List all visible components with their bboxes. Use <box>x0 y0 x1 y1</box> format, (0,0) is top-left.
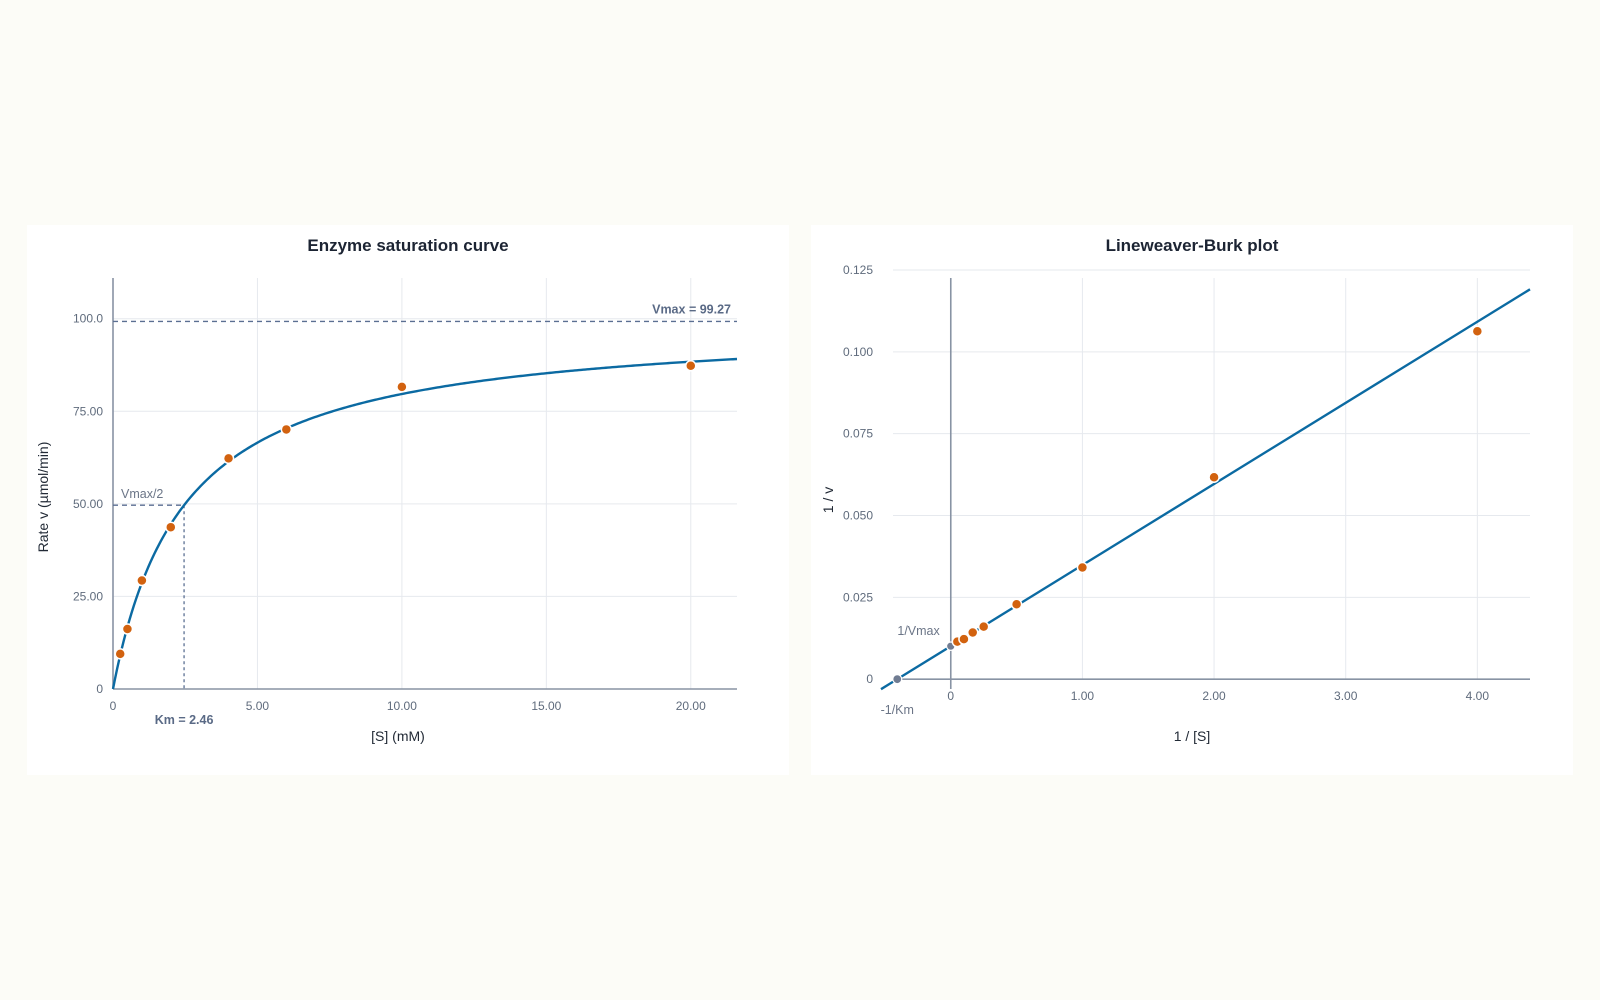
x-axis-title: [S] (mM) <box>371 728 425 744</box>
x-tick-label: 15.00 <box>531 699 561 713</box>
y-tick-label: 0 <box>96 682 103 696</box>
vmax-label: Vmax = 99.27 <box>652 302 731 316</box>
y-tick-label: 0.075 <box>843 427 873 441</box>
data-point <box>1208 471 1220 483</box>
data-point <box>396 381 408 393</box>
data-point <box>121 623 134 635</box>
lineweaver-burk-panel: Lineweaver-Burk plot 1 / [S] 1 / v 0 1.00… <box>811 225 1573 775</box>
lineweaver-burk-chart: Lineweaver-Burk plot 1 / [S] 1 / v 0 1.00… <box>820 236 1531 744</box>
x-tick-label: 20.00 <box>676 699 706 713</box>
x-intercept-label: -1/Km <box>881 703 914 717</box>
x-tick-label: 4.00 <box>1466 689 1490 703</box>
x-tick-label: 2.00 <box>1202 689 1226 703</box>
data-point <box>1076 561 1089 574</box>
chart-title: Lineweaver-Burk plot <box>1106 236 1279 255</box>
x-tick-label: 10.00 <box>387 699 417 713</box>
data-point <box>114 648 126 660</box>
data-point <box>222 452 235 465</box>
y-tick-label: 50.00 <box>73 497 103 511</box>
saturation-chart: Enzyme saturation curve [S] (mM) Rate v … <box>35 236 738 744</box>
fit-curve <box>111 357 738 690</box>
y-tick-label: 0.025 <box>843 590 873 604</box>
y-tick-label: 0.100 <box>843 345 873 359</box>
y-tick-label: 0 <box>866 672 873 686</box>
x-tick-label: 0 <box>110 699 117 713</box>
saturation-chart-panel: Enzyme saturation curve [S] (mM) Rate v … <box>27 225 789 775</box>
data-point <box>977 620 990 633</box>
y-tick-label: 0.050 <box>843 509 873 523</box>
x-tick-label: 5.00 <box>246 699 270 713</box>
data-point <box>165 521 177 533</box>
y-axis-title: 1 / v <box>820 487 836 513</box>
data-point <box>136 574 148 587</box>
x-tick-label: 0 <box>947 689 954 703</box>
x-tick-label: 1.00 <box>1071 689 1095 703</box>
y-intercept-label: 1/Vmax <box>897 624 940 638</box>
data-point <box>1471 325 1484 337</box>
data-point <box>685 360 697 372</box>
y-tick-label: 0.125 <box>843 263 873 277</box>
data-point <box>1010 598 1023 611</box>
y-tick-label: 25.00 <box>73 589 103 603</box>
x-axis-title: 1 / [S] <box>1174 728 1211 744</box>
y-tick-label: 100.0 <box>73 312 103 326</box>
data-point <box>958 633 970 645</box>
y-tick-label: 75.00 <box>73 404 103 418</box>
y-axis-title: Rate v (µmol/min) <box>35 442 51 553</box>
data-point <box>280 423 293 436</box>
data-point <box>966 626 979 639</box>
chart-title: Enzyme saturation curve <box>307 236 508 255</box>
half-vmax-label: Vmax/2 <box>121 487 163 501</box>
x-intercept-point <box>892 674 903 685</box>
fit-line <box>880 288 1531 691</box>
km-label: Km = 2.46 <box>155 713 214 727</box>
x-tick-label: 3.00 <box>1334 689 1358 703</box>
